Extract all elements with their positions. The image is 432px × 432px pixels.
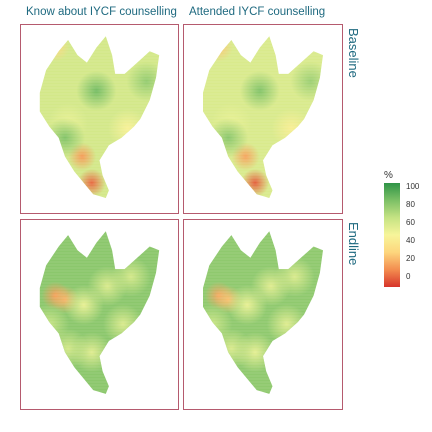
map-region <box>203 231 323 394</box>
map-region <box>203 36 323 198</box>
legend: % 100 80 60 40 20 0 <box>380 170 430 290</box>
map-hotspot <box>76 70 117 111</box>
legend-tick: 60 <box>406 218 415 227</box>
map-panel-baseline-attended <box>183 24 343 214</box>
legend-tick: 80 <box>406 200 415 209</box>
legend-tick: 100 <box>406 182 420 191</box>
map-panel-endline-know <box>20 219 179 410</box>
legend-tick: 40 <box>406 236 415 245</box>
map-hotspot <box>41 36 70 62</box>
map-panel-baseline-know <box>20 24 179 214</box>
row-title-endline: Endline <box>346 222 361 266</box>
legend-title: % <box>384 170 393 181</box>
map-baseline-attended <box>203 36 323 198</box>
map-region <box>39 36 160 198</box>
map-endline-know <box>39 231 160 394</box>
map-region <box>39 231 160 394</box>
row-title-baseline: Baseline <box>346 28 361 78</box>
map-baseline-know <box>39 36 160 198</box>
map-hotspot <box>271 108 312 149</box>
map-panel-endline-attended <box>183 219 343 410</box>
legend-tick: 0 <box>406 272 411 281</box>
map-hotspot <box>204 36 233 62</box>
map-hotspot <box>239 70 280 111</box>
column-title-know: Know about IYCF counselling <box>26 6 177 18</box>
legend-color-bar <box>384 183 400 287</box>
map-endline-attended <box>203 231 323 394</box>
column-title-attended: Attended IYCF counselling <box>189 6 326 18</box>
legend-tick: 20 <box>406 254 415 263</box>
map-hotspot <box>107 108 148 149</box>
